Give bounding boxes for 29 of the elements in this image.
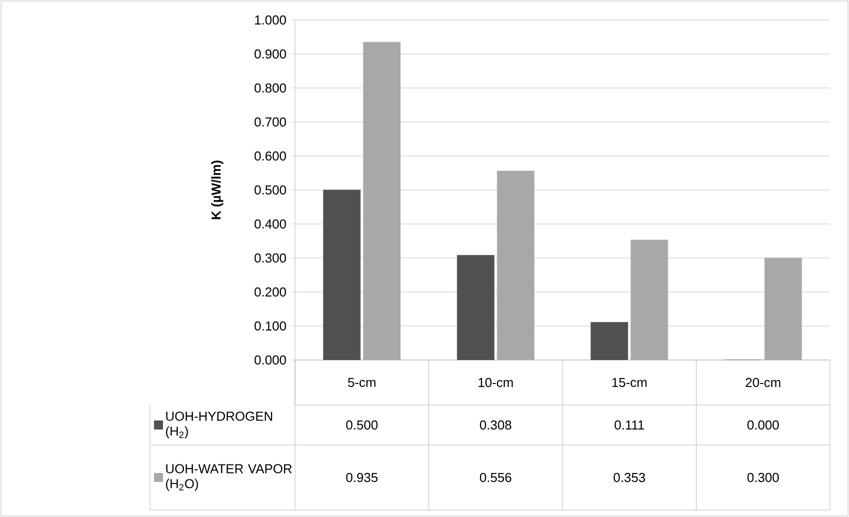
x-tick-label: 5-cm [348,378,376,388]
y-tick-label: 0.900 [254,49,286,59]
y-tick-label: 0.400 [254,219,286,229]
y-tick-label: 0.500 [254,185,286,195]
y-tick-label: 0.200 [254,287,286,297]
y-tick-label: 0.700 [254,117,286,127]
x-tick-label: 15-cm [612,378,647,388]
y-tick-label: 0.600 [254,151,286,161]
y-tick-label: 0.800 [254,83,286,93]
legend-label: UOH-WATER VAPOR (H$_{2}$O) [166,464,292,491]
legend-label: UOH-HYDROGEN (H$_{2}$) [166,412,272,438]
data-label: 0.000 [747,420,779,430]
y-tick-label: 1.000 [255,15,286,25]
data-label: 0.300 [747,472,779,482]
data-label: 0.353 [614,472,646,482]
data-label: 0.111 [614,420,644,430]
bar [590,322,628,360]
bar [323,190,361,360]
x-tick-label: 10-cm [478,378,513,388]
bar [456,255,494,360]
x-tick-label: 20-cm [746,378,780,388]
y-tick-label: 0.100 [254,321,286,331]
y-tick-label: 0.000 [254,355,286,365]
y-axis-title: K (µW/lm) [211,160,224,220]
data-label: 0.935 [346,472,378,482]
data-label: 0.500 [346,420,378,430]
y-tick-label: 0.300 [254,253,286,263]
data-label: 0.308 [480,420,512,430]
data-label: 0.556 [480,472,512,482]
